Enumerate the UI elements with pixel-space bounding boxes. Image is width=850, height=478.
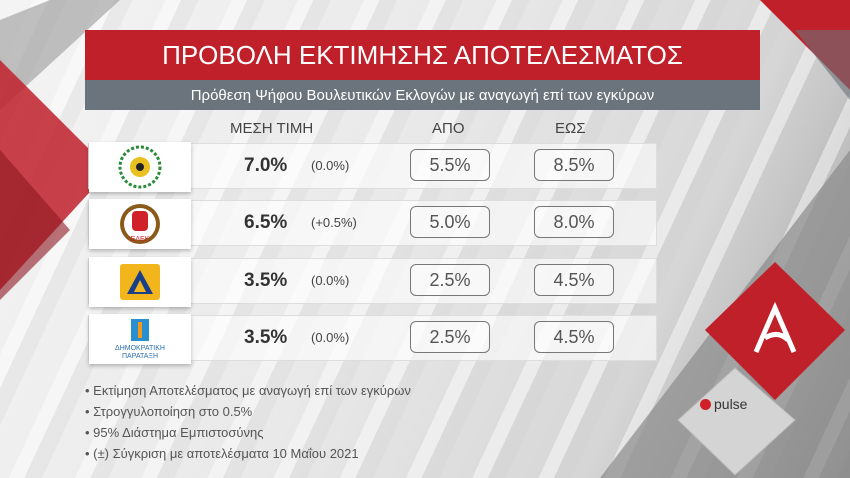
from-value: 2.5%: [410, 264, 490, 296]
change-value: (0.0%): [311, 330, 350, 345]
table-row: ΕΛΕΚ 6.5% (+0.5%) 5.0% 8.0%: [88, 199, 657, 249]
to-value: 4.5%: [534, 264, 614, 296]
mean-value: 3.5%: [244, 270, 288, 291]
party-logo-a: [89, 257, 191, 307]
page-title: ΠΡΟΒΟΛΗ ΕΚΤΙΜΗΣΗΣ ΑΠΟΤΕΛΕΣΜΑΤΟΣ: [85, 30, 760, 80]
mean-value: 6.5%: [244, 212, 288, 233]
table-row: ΔΗΜΟΚΡΑΤΙΚΗ ΠΑΡΑΤΑΞΗ 3.5% (0.0%) 2.5% 4.5…: [88, 314, 657, 364]
to-value: 8.5%: [534, 149, 614, 181]
header-from: ΑΠΟ: [432, 120, 465, 137]
header-mean: ΜΕΣΗ ΤΙΜΗ: [230, 120, 314, 137]
svg-text:ΠΑΡΑΤΑΞΗ: ΠΑΡΑΤΑΞΗ: [122, 353, 158, 360]
change-value: (0.0%): [311, 158, 350, 173]
to-value: 4.5%: [534, 321, 614, 353]
mean-value: 7.0%: [244, 155, 288, 176]
svg-text:ΔΗΜΟΚΡΑΤΙΚΗ: ΔΗΜΟΚΡΑΤΙΚΗ: [115, 345, 165, 352]
footnote: • Στρογγυλοποίηση στο 0.5%: [85, 404, 253, 419]
pulse-logo: pulse: [700, 396, 747, 412]
to-value: 8.0%: [534, 206, 614, 238]
party-logo-elek: ΕΛΕΚ: [89, 199, 191, 249]
pulse-brand: pulse: [714, 396, 748, 412]
footnote: • (±) Σύγκριση με αποτελέσματα 10 Μαΐου …: [85, 446, 359, 461]
party-logo-kinima-oikologon: [89, 142, 191, 192]
change-value: (+0.5%): [311, 215, 357, 230]
table-row: 7.0% (0.0%) 5.5% 8.5%: [88, 142, 657, 192]
from-value: 2.5%: [410, 321, 490, 353]
footnote: • 95% Διάστημα Εμπιστοσύνης: [85, 425, 264, 440]
page-subtitle: Πρόθεση Ψήφου Βουλευτικών Εκλογών με ανα…: [85, 80, 760, 110]
pulse-dot-icon: [700, 398, 711, 410]
footnote: • Εκτίμηση Αποτελέσματος με αναγωγή επί …: [85, 383, 411, 398]
mean-value: 3.5%: [244, 327, 288, 348]
table-row: 3.5% (0.0%) 2.5% 4.5%: [88, 257, 657, 307]
svg-text:ΕΛΕΚ: ΕΛΕΚ: [131, 236, 150, 243]
header-to: ΕΩΣ: [555, 120, 586, 137]
change-value: (0.0%): [311, 273, 350, 288]
party-logo-dimokratiki-parataxi: ΔΗΜΟΚΡΑΤΙΚΗ ΠΑΡΑΤΑΞΗ: [89, 314, 191, 364]
from-value: 5.0%: [410, 206, 490, 238]
footnotes: • Εκτίμηση Αποτελέσματος με αναγωγή επί …: [85, 380, 411, 464]
channel-logo-icon: [753, 301, 797, 353]
from-value: 5.5%: [410, 149, 490, 181]
